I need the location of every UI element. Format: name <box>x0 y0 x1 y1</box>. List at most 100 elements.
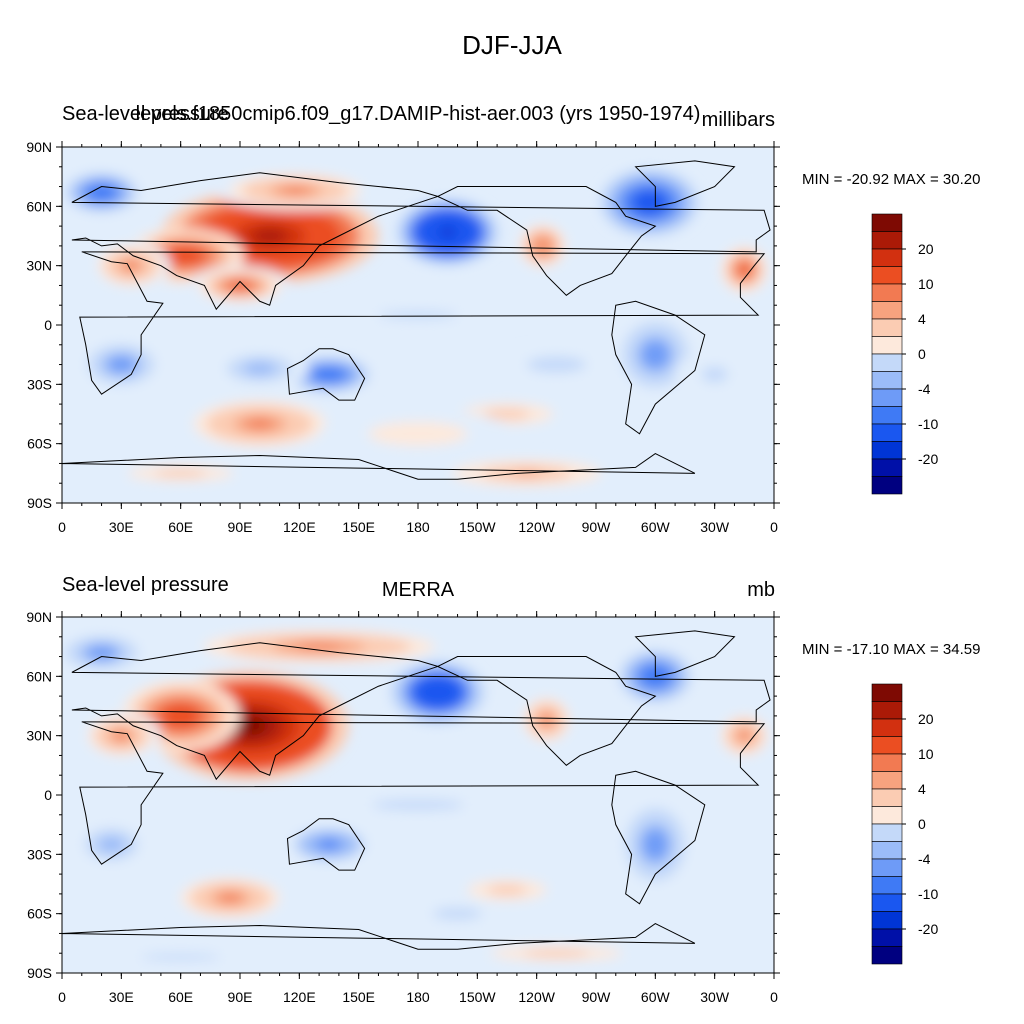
colorbar-label: -10 <box>918 416 938 432</box>
x-tick-label: 120E <box>283 989 316 1005</box>
colorbar-label: 4 <box>918 781 926 797</box>
colorbar-label: -20 <box>918 451 938 467</box>
colorbar-box <box>871 371 903 390</box>
x-tick-label: 150W <box>459 519 496 535</box>
colorbar-box <box>871 406 903 425</box>
x-tick-label: 0 <box>770 519 778 535</box>
y-tick-label: 90S <box>27 495 52 511</box>
y-tick-label: 60S <box>27 436 52 452</box>
colorbar-box <box>871 893 903 912</box>
x-tick-label: 120E <box>283 519 316 535</box>
colorbar-box <box>871 458 903 477</box>
contour-feature-4-band-5 <box>282 187 309 194</box>
coastline-2 <box>436 656 657 766</box>
contour-feature-7-band-5 <box>641 196 658 208</box>
panel1-left-title: Sea-level pressure <box>62 103 229 125</box>
x-tick-label: 30W <box>700 989 730 1005</box>
colorbar-box <box>871 423 903 442</box>
y-tick-label: 90S <box>27 965 52 981</box>
contour-feature-11-band-5 <box>320 370 338 379</box>
colorbar-box <box>871 388 903 407</box>
colorbar-box <box>871 876 903 895</box>
colorbar-box <box>871 946 903 965</box>
contour-feature-1-band-5 <box>174 251 195 261</box>
x-tick-label: 60E <box>168 989 193 1005</box>
x-tick-label: 90W <box>582 989 612 1005</box>
colorbar-label: 0 <box>918 816 926 832</box>
contour-feature-0-band-5 <box>233 716 267 736</box>
coastline-6 <box>62 922 696 973</box>
x-tick-label: 90E <box>228 989 253 1005</box>
coastline-2 <box>436 186 657 296</box>
y-tick-label: 30N <box>26 728 52 744</box>
y-tick-label: 30S <box>27 376 52 392</box>
contour-feature-1-band-5 <box>170 709 191 722</box>
y-tick-label: 60N <box>26 198 52 214</box>
coastline-5 <box>286 348 366 401</box>
contour-feature-11-band-5 <box>649 837 662 852</box>
colorbar-box <box>871 753 903 772</box>
colorbar-box <box>871 928 903 947</box>
contour-feature-14-band-5 <box>546 361 567 368</box>
coastline-6 <box>62 452 696 503</box>
colorbar-box <box>871 476 903 495</box>
contour-feature-16-band-5 <box>495 411 519 417</box>
y-tick-label: 30S <box>27 846 52 862</box>
colorbar-box <box>871 771 903 790</box>
colorbar-box <box>871 283 903 302</box>
x-tick-label: 180 <box>406 519 430 535</box>
colorbar-label: 10 <box>918 746 934 762</box>
contour-feature-21-band-5 <box>708 370 722 379</box>
x-tick-label: 120W <box>518 519 555 535</box>
colorbar-box <box>871 788 903 807</box>
x-tick-label: 120W <box>518 989 555 1005</box>
colorbar-box <box>871 441 903 460</box>
colorbar-box <box>871 266 903 285</box>
x-tick-label: 150E <box>342 989 375 1005</box>
coastline-3 <box>634 630 736 677</box>
contour-feature-0-band-5 <box>251 228 288 244</box>
x-tick-label: 90W <box>582 519 612 535</box>
contour-feature-9-band-5 <box>104 840 119 849</box>
x-tick-label: 180 <box>406 989 430 1005</box>
contour-feature-15-band-5 <box>394 802 442 808</box>
x-tick-label: 0 <box>58 989 66 1005</box>
contour-feature-17-band-5 <box>401 429 435 438</box>
contour-feature-2-band-5 <box>124 261 138 270</box>
y-tick-label: 0 <box>44 787 52 803</box>
panel1-min-max: MIN = -20.92 MAX = 30.20 <box>802 171 981 188</box>
colorbar-label: -4 <box>918 381 931 397</box>
colorbar-box <box>871 683 903 702</box>
panel2-map <box>62 617 774 973</box>
colorbar-box <box>871 248 903 267</box>
panel1-map <box>62 147 774 503</box>
colorbar-box <box>871 806 903 825</box>
x-tick-label: 30E <box>109 519 134 535</box>
y-tick-label: 90N <box>26 139 52 155</box>
contour-feature-10-band-5 <box>114 360 128 369</box>
y-tick-label: 0 <box>44 317 52 333</box>
y-tick-label: 60N <box>26 668 52 684</box>
panel1-center-title: levels.f1850cmip6.f09_g17.DAMIP-hist-aer… <box>135 103 701 125</box>
coastline-3 <box>634 160 736 207</box>
coastline-5 <box>286 818 366 871</box>
contour-feature-17-band-5 <box>160 955 201 959</box>
coastline-0 <box>79 721 766 865</box>
colorbar-box <box>871 858 903 877</box>
colorbar-box <box>871 911 903 930</box>
x-tick-label: 90E <box>228 519 253 535</box>
panel1-units: millibars <box>701 109 775 131</box>
panel2-left-title: Sea-level pressure <box>62 574 229 596</box>
contour-feature-16-band-5 <box>539 951 573 956</box>
colorbar-label: 0 <box>918 346 926 362</box>
contour-feature-12-band-5 <box>251 365 269 372</box>
x-tick-label: 60W <box>641 519 671 535</box>
x-tick-label: 60E <box>168 519 193 535</box>
x-tick-label: 150W <box>459 989 496 1005</box>
contour-feature-8-band-5 <box>739 731 749 740</box>
coastline-4 <box>611 770 706 905</box>
colorbar-label: 20 <box>918 711 934 727</box>
contour-feature-13-band-5 <box>497 887 517 893</box>
panel2-min-max: MIN = -17.10 MAX = 34.59 <box>802 641 981 658</box>
